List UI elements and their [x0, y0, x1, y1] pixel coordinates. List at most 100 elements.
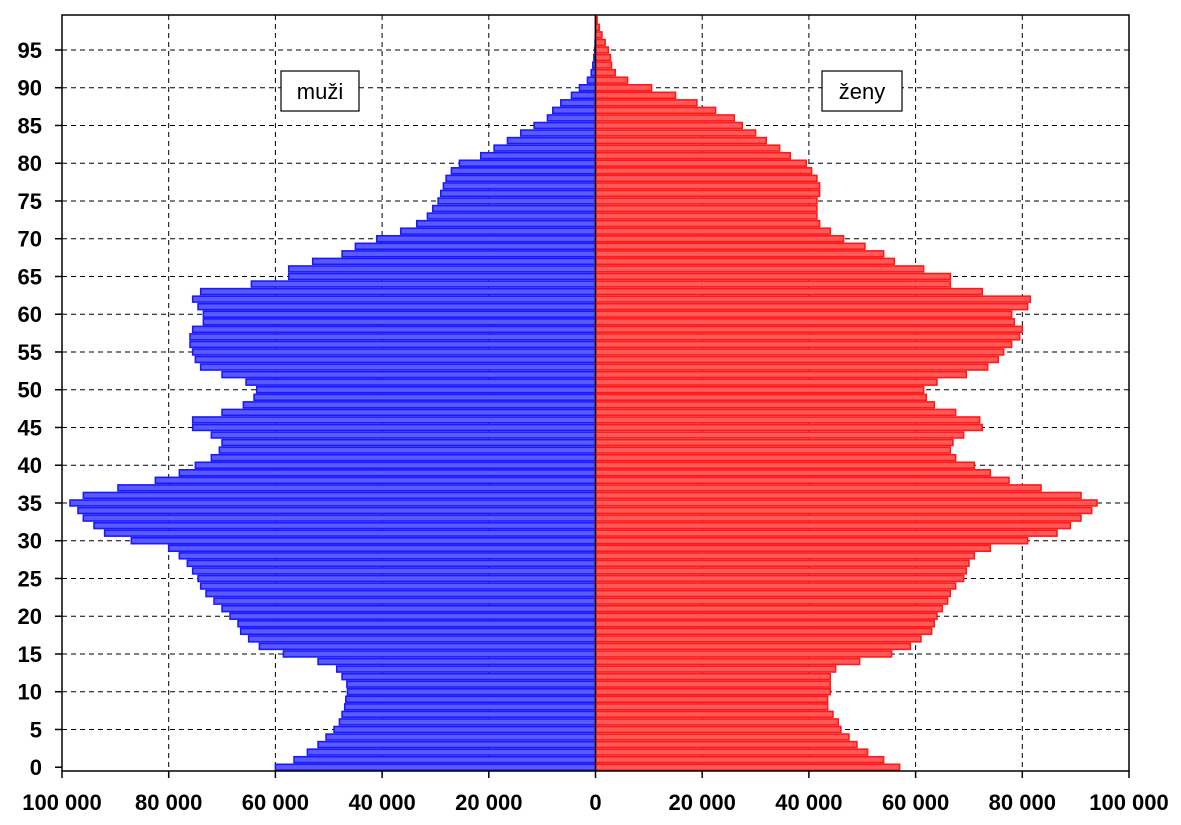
bar-male: [178, 469, 597, 477]
bar-female: [594, 672, 832, 681]
bar-female: [594, 604, 944, 613]
bar-male: [570, 91, 597, 100]
y-tick-label: 70: [18, 227, 42, 252]
bar-female: [594, 295, 1032, 303]
bar-male: [191, 416, 597, 424]
bar-male: [197, 302, 597, 311]
label-female-text: ženy: [839, 79, 885, 104]
bar-male: [191, 295, 597, 303]
bar-female: [594, 536, 1029, 545]
bar-male: [69, 499, 597, 507]
bar-female: [594, 657, 861, 666]
bar-female: [594, 740, 858, 749]
bar-female: [594, 506, 1093, 515]
label-female-box: [821, 70, 903, 112]
bar-male: [189, 340, 597, 349]
bar-female: [594, 204, 818, 213]
bar-female: [594, 174, 818, 183]
bar-male: [375, 234, 597, 243]
bar-female: [594, 401, 936, 409]
bar-male: [325, 733, 597, 741]
bars: [69, 16, 1098, 771]
bar-male: [354, 242, 597, 251]
y-tick-label: 0: [30, 755, 42, 780]
bar-female: [594, 265, 925, 273]
bar-female: [594, 325, 1024, 334]
bar-female: [594, 280, 952, 288]
bar-female: [594, 318, 1016, 326]
bar-female: [594, 136, 768, 145]
bar-male: [439, 189, 597, 198]
bar-male: [245, 378, 597, 386]
bar-male: [560, 99, 597, 107]
bar-male: [506, 136, 597, 145]
bar-female: [594, 257, 896, 266]
bar-male: [237, 620, 597, 628]
bar-female: [594, 46, 610, 54]
bar-female: [594, 484, 1042, 492]
y-tick-label: 30: [18, 529, 42, 554]
bar-male: [306, 748, 597, 756]
bar-female: [594, 514, 1082, 522]
bar-female: [594, 31, 603, 39]
y-tick-labels: 0 5 10 15 20 25 30 35 40 45 50 55 60 65 70 75 80 85 90 95: [18, 38, 42, 780]
bar-male: [221, 408, 597, 417]
bar-female: [594, 393, 928, 402]
bar-female: [594, 612, 938, 620]
y-tick-label: 60: [18, 302, 42, 327]
y-tick-label: 40: [18, 453, 42, 478]
bar-male: [199, 287, 597, 296]
bar-female: [594, 642, 912, 651]
bar-male: [258, 642, 597, 651]
bar-male: [338, 718, 597, 726]
bar-female: [594, 234, 845, 243]
bar-female: [594, 423, 984, 432]
bar-female: [594, 197, 818, 205]
bar-female: [594, 521, 1072, 530]
x-tick-label: 0: [589, 790, 601, 815]
bar-female: [594, 453, 957, 462]
bar-male: [335, 665, 597, 673]
bar-female: [594, 76, 629, 84]
bar-male: [199, 582, 597, 590]
bar-female: [594, 310, 1013, 318]
bar-male: [253, 393, 597, 402]
bar-female: [594, 38, 606, 47]
bar-male: [229, 612, 597, 620]
bar-male: [493, 144, 597, 152]
bar-male: [218, 446, 597, 454]
bar-male: [93, 521, 597, 530]
bar-female: [594, 182, 821, 190]
bar-male: [221, 438, 597, 447]
bar-female: [594, 438, 954, 447]
bar-male: [189, 333, 597, 341]
bar-female: [594, 552, 976, 560]
bar-male: [578, 83, 597, 92]
bar-male: [194, 461, 597, 469]
bar-female: [594, 499, 1098, 507]
bar-male: [255, 385, 597, 394]
bar-female: [594, 431, 965, 439]
bar-male: [167, 544, 597, 553]
bar-male: [117, 484, 597, 492]
bar-male: [191, 325, 597, 334]
bar-male: [199, 363, 597, 371]
y-tick-label: 90: [18, 76, 42, 101]
bar-male: [293, 755, 597, 764]
y-tick-label: 20: [18, 604, 42, 629]
bar-male: [546, 114, 597, 122]
bar-female: [594, 635, 922, 643]
bar-female: [594, 408, 957, 417]
bar-female: [594, 333, 1021, 341]
bar-female: [594, 385, 925, 394]
bar-male: [239, 627, 597, 636]
bar-female: [594, 83, 653, 92]
bar-male: [210, 431, 597, 439]
label-male-box: [280, 70, 360, 112]
bar-male: [317, 740, 597, 749]
x-tick-label: 100 000: [1089, 790, 1169, 815]
bar-female: [594, 370, 968, 379]
x-tick-label: 60 000: [242, 790, 309, 815]
y-tick-label: 55: [18, 340, 42, 365]
bar-female: [594, 363, 989, 371]
